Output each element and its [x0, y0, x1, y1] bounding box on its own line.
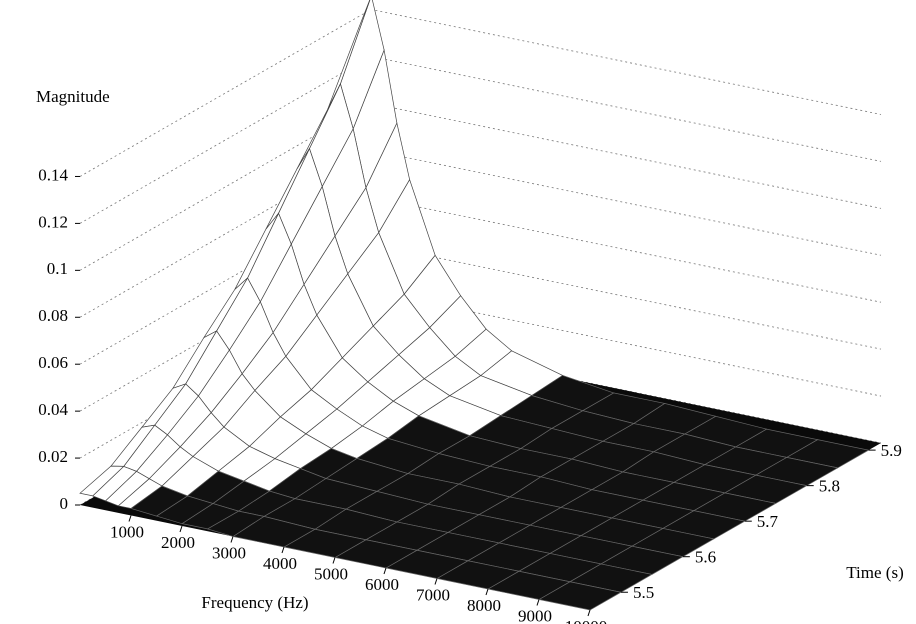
z-axis-label: Magnitude: [36, 87, 110, 106]
y-tick-label: 5.7: [757, 512, 779, 531]
x-tick: [536, 599, 540, 606]
x-tick-label: 4000: [263, 554, 297, 573]
z-tick-label: 0.12: [38, 212, 68, 231]
x-tick-label: 2000: [161, 533, 195, 552]
x-tick-label: 9000: [518, 606, 552, 624]
y-tick-label: 5.6: [695, 548, 716, 567]
x-tick: [434, 578, 438, 585]
x-tick-label: 7000: [416, 585, 450, 604]
x-tick-label: 5000: [314, 564, 348, 583]
x-tick: [128, 515, 132, 522]
z-tick-label: 0.04: [38, 400, 68, 419]
z-tick-label: 0.06: [38, 353, 68, 372]
z-tick-label: 0.08: [38, 306, 68, 325]
x-tick: [230, 536, 234, 543]
y-axis-label: Time (s): [846, 563, 903, 582]
grid-line: [79, 55, 882, 224]
x-tick: [383, 567, 387, 575]
grid-line: [79, 9, 882, 177]
y-tick-label: 5.9: [881, 441, 902, 460]
x-tick-label: 6000: [365, 575, 399, 594]
x-axis-label: Frequency (Hz): [201, 593, 308, 612]
z-tick-label: 0.14: [38, 165, 68, 184]
grid-line: [79, 102, 882, 271]
z-tick-label: 0.02: [38, 447, 68, 466]
x-tick: [587, 609, 591, 617]
z-tick-label: 0.1: [47, 259, 68, 278]
x-tick-label: 1000: [110, 522, 144, 541]
x-tick: [179, 525, 183, 533]
x-tick-label: 10000: [565, 617, 608, 624]
x-tick-label: 8000: [467, 596, 501, 615]
x-tick: [485, 588, 489, 596]
grid-line: [79, 149, 882, 318]
z-tick-label: 0: [60, 494, 69, 513]
x-tick: [281, 546, 285, 554]
y-tick-label: 5.5: [633, 583, 654, 602]
x-tick: [332, 557, 336, 564]
y-tick-label: 5.8: [819, 477, 840, 496]
surface-patch: [79, 465, 125, 497]
x-tick-label: 3000: [212, 543, 246, 562]
